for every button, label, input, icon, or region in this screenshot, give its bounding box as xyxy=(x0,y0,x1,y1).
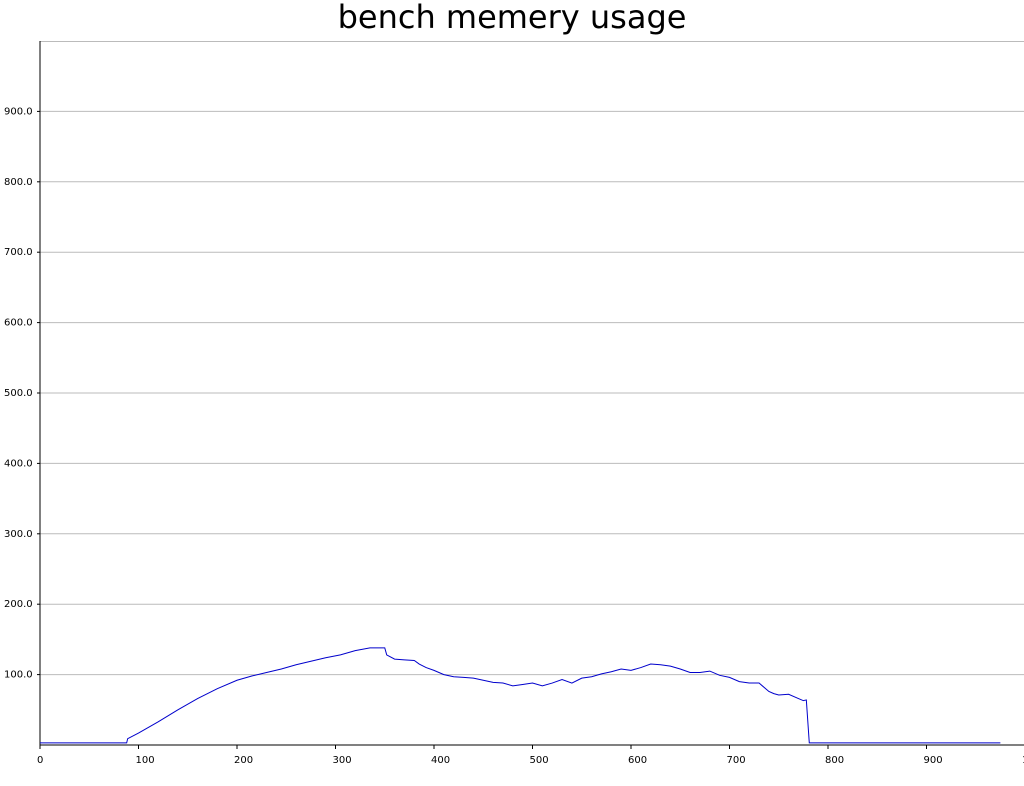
x-tick-label: 1000 xyxy=(1022,755,1024,766)
x-tick-label: 700 xyxy=(727,755,746,766)
x-tick-label: 800 xyxy=(825,755,844,766)
y-tick-label: 700.0 xyxy=(4,247,33,258)
y-tick-label: 200.0 xyxy=(4,599,33,610)
x-tick-label: 300 xyxy=(333,755,352,766)
y-tick-label: 600.0 xyxy=(4,318,33,329)
y-tick-label: 800.0 xyxy=(4,177,33,188)
x-tick-label: 600 xyxy=(628,755,647,766)
x-tick-label: 200 xyxy=(234,755,253,766)
chart-title: bench memery usage xyxy=(338,0,687,36)
data-line xyxy=(40,647,1001,744)
y-tick-label: 100.0 xyxy=(4,670,33,681)
y-tick-label: 900.0 xyxy=(4,106,33,117)
x-tick-label: 400 xyxy=(431,755,450,766)
x-tick-label: 500 xyxy=(530,755,549,766)
y-tick-label: 400.0 xyxy=(4,458,33,469)
y-tick-label: 500.0 xyxy=(4,388,33,399)
x-tick-label: 0 xyxy=(37,755,43,766)
x-tick-label: 900 xyxy=(924,755,943,766)
y-tick-label: 300.0 xyxy=(4,529,33,540)
x-tick-label: 100 xyxy=(136,755,155,766)
